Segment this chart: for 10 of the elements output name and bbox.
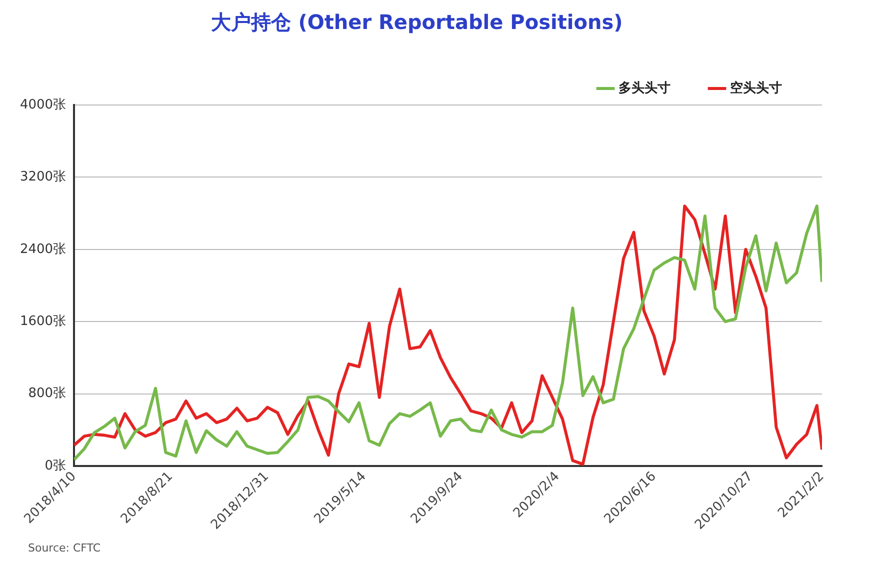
legend-label: 空头头寸 [730,80,782,96]
y-tick-label: 4000张 [20,97,66,112]
chart-title: 大户持仓 (Other Reportable Positions) [211,10,623,34]
y-tick-label: 0张 [44,458,66,474]
y-tick-label: 2400张 [20,242,66,257]
legend-label: 多头头寸 [618,80,670,96]
y-tick-label: 800张 [28,386,66,402]
source-note: Source: CFTC [28,541,101,554]
y-tick-label: 3200张 [20,170,66,185]
y-tick-label: 1600张 [20,314,66,329]
